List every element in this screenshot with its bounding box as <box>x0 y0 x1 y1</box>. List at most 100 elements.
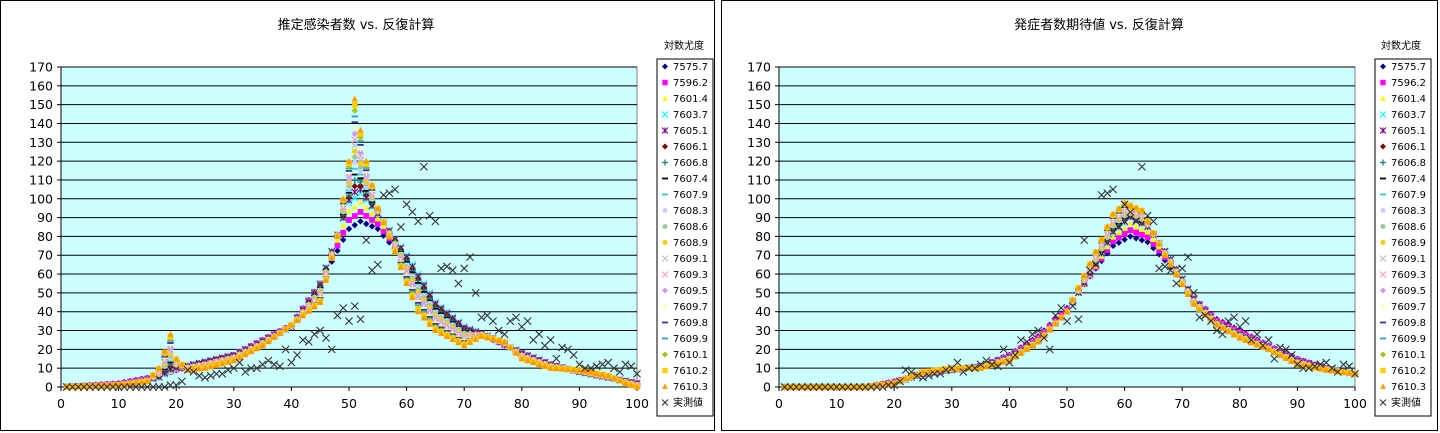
observed-point <box>339 303 348 312</box>
y-tick-label: 140 <box>747 116 771 131</box>
data-point <box>178 361 186 367</box>
y-tick-label: 110 <box>29 172 53 187</box>
data-point <box>432 322 439 325</box>
data-point <box>224 358 232 365</box>
observed-point <box>437 264 446 273</box>
data-point <box>1213 321 1220 328</box>
observed-point <box>241 367 250 376</box>
data-point <box>356 152 365 160</box>
observed-point <box>414 217 423 226</box>
data-point <box>98 382 105 389</box>
data-point <box>1225 328 1232 335</box>
data-point <box>1121 225 1128 231</box>
observed-point <box>1132 217 1141 226</box>
data-point <box>633 383 641 390</box>
data-point <box>362 175 370 184</box>
y-tick-label: 150 <box>29 97 53 112</box>
data-point <box>1323 366 1330 373</box>
y-tick-label: 90 <box>755 210 771 225</box>
observed-point <box>780 383 789 391</box>
legend-entry: 7605.1 <box>1391 126 1426 137</box>
legend-entry: 7609.7 <box>673 302 708 313</box>
observed-point <box>137 383 146 391</box>
observed-point <box>74 383 83 391</box>
y-tick-label: 70 <box>755 248 771 263</box>
data-point <box>363 157 370 164</box>
observed-point <box>235 358 244 367</box>
observed-point <box>270 360 279 369</box>
observed-point <box>913 371 922 380</box>
data-point <box>466 339 474 346</box>
data-point <box>345 169 353 172</box>
observed-point <box>809 383 818 391</box>
observed-point <box>183 366 192 375</box>
data-point <box>368 210 376 216</box>
observed-point <box>454 279 463 288</box>
data-point <box>1104 247 1111 253</box>
legend-marker <box>1380 207 1386 214</box>
data-point <box>311 303 318 310</box>
x-tick-label: 20 <box>886 396 902 411</box>
observed-point <box>581 364 590 373</box>
observed-point <box>861 383 870 391</box>
data-point <box>380 219 387 226</box>
observed-point <box>206 371 215 380</box>
data-point <box>345 157 353 164</box>
observed-point <box>1304 364 1313 373</box>
observed-point <box>907 367 916 376</box>
plot-area <box>778 66 1356 388</box>
legend-marker <box>1380 321 1386 324</box>
y-tick-label: 110 <box>747 172 771 187</box>
data-point <box>484 334 491 341</box>
data-point <box>1133 229 1139 236</box>
observed-point <box>477 313 486 322</box>
x-tick-label: 40 <box>283 396 299 411</box>
data-point <box>397 264 405 271</box>
observed-point <box>189 367 198 376</box>
data-point <box>507 344 514 351</box>
data-point <box>426 321 433 327</box>
observed-point <box>798 383 807 391</box>
y-tick-label: 70 <box>37 248 53 263</box>
legend-entry: 7607.9 <box>1391 190 1426 201</box>
observed-point <box>62 383 71 391</box>
observed-point <box>1212 326 1221 335</box>
data-point <box>553 365 560 372</box>
data-point <box>1127 201 1134 208</box>
observed-point <box>489 317 497 326</box>
data-point <box>1150 229 1157 236</box>
data-point <box>363 169 370 172</box>
x-tick-label: 10 <box>111 396 127 411</box>
legend-entry: 7609.7 <box>1391 302 1426 313</box>
observed-point <box>1022 337 1031 346</box>
data-point <box>1109 210 1117 217</box>
data-point <box>1328 367 1336 374</box>
data-point <box>1265 346 1272 352</box>
observed-point <box>890 381 899 390</box>
observed-point <box>419 162 428 171</box>
data-point <box>351 188 359 196</box>
observed-point <box>832 383 841 391</box>
observed-point <box>586 364 595 373</box>
data-point <box>230 357 237 364</box>
observed-point <box>160 383 169 391</box>
observed-point <box>826 383 835 391</box>
observed-point <box>1310 362 1319 371</box>
data-point <box>1242 337 1249 343</box>
data-point <box>914 371 921 377</box>
data-point <box>587 369 595 375</box>
data-point <box>161 348 168 354</box>
legend-marker <box>1380 383 1386 389</box>
data-point <box>1069 296 1076 303</box>
observed-point <box>1028 330 1037 339</box>
y-tick-label: 150 <box>747 97 771 112</box>
observed-point <box>356 315 365 324</box>
observed-point <box>792 383 801 391</box>
y-tick-label: 160 <box>29 78 53 93</box>
data-point <box>351 213 358 219</box>
observed-point <box>1264 335 1273 344</box>
data-point <box>530 359 537 366</box>
legend-marker <box>662 303 668 310</box>
data-point <box>420 290 428 293</box>
legend-marker <box>1380 367 1386 374</box>
